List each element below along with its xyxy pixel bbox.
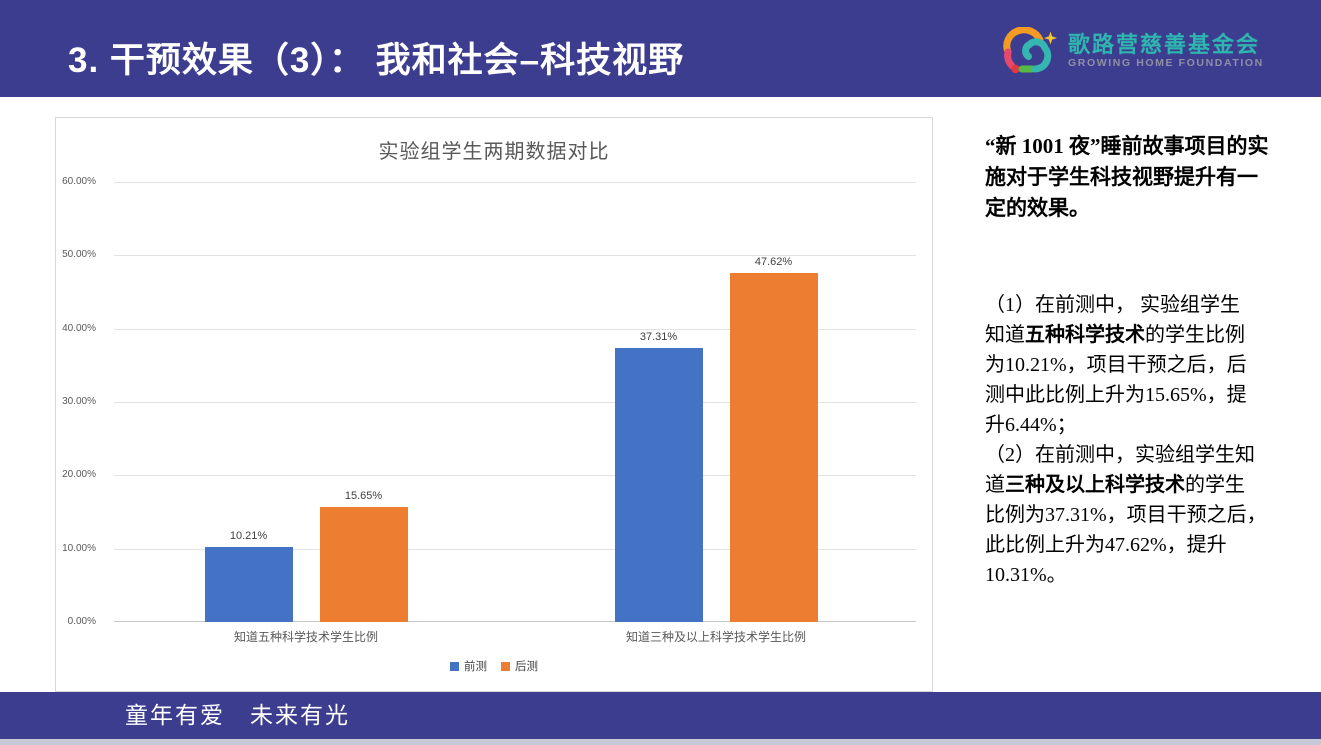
logo-name-en: GROWING HOME FOUNDATION <box>1068 56 1264 69</box>
chart-bar-前测-0 <box>204 547 293 622</box>
y-tick-label: 50.00% <box>62 249 96 261</box>
point-2-suffix: 的学生 比例为37.31%，项目干预之后， 此比例上升为47.62%，提升 10… <box>985 474 1267 586</box>
legend-item-前测: 前测 <box>450 658 487 674</box>
gridline <box>114 475 916 477</box>
legend-item-后测: 后测 <box>501 658 538 674</box>
chart-title: 实验组学生两期数据对比 <box>378 141 610 163</box>
legend-label: 前测 <box>464 661 487 673</box>
logo-name-cn: 歌路营慈善基金会 <box>1068 31 1261 57</box>
chart-bar-前测-1 <box>614 348 703 622</box>
category-label: 知道三种及以上科学技术学生比例 <box>625 630 806 644</box>
bottom-strip <box>0 739 1321 745</box>
chart-legend: 前测 后测 <box>56 658 932 674</box>
chart-plot-area: 10.21% 37.31% 15.65% 47.62% <box>114 182 916 622</box>
header-bar: 3. 干预效果（3）： 我和社会–科技视野 歌路营慈善基金会 GROWING H… <box>0 0 1321 97</box>
cloud-logo-icon <box>1003 27 1057 74</box>
point-1-bold: 五种科学技术 <box>1025 324 1145 346</box>
legend-swatch <box>501 661 510 671</box>
y-tick-label: 60.00% <box>62 176 96 187</box>
legend-swatch <box>450 661 459 671</box>
point-2-prefix: （2）在前测中，实验组学生知 道 <box>985 444 1255 496</box>
y-tick-label: 0.00% <box>67 616 96 627</box>
bar-value-label: 15.65% <box>344 490 383 503</box>
gridline <box>114 548 916 550</box>
gridline <box>114 402 916 403</box>
bar-value-label: 37.31% <box>639 331 678 344</box>
foundation-logo: 歌路营慈善基金会 GROWING HOME FOUNDATION <box>1001 27 1264 75</box>
legend-label: 后测 <box>515 661 538 673</box>
point-2-paragraph: （2）在前测中，实验组学生知 道三种及以上科学技术的学生 比例为37.31%，项… <box>985 440 1318 590</box>
summary-paragraph: “新 1001 夜”睡前故事项目的实 施对于学生科技视野提升有一 定的效果。 <box>985 134 1269 220</box>
chart-panel: 实验组学生两期数据对比 10.21% 37.31% 15.65% 47.62% 0.0… <box>55 117 933 692</box>
point-1-suffix: 的学生比例 为10.21%，项目干预之后，后 测中此比例上升为15.65%，提 … <box>985 324 1247 436</box>
footer-slogan: 童年有爱 未来有光 <box>125 702 350 728</box>
bar-value-label: 10.21% <box>229 530 268 543</box>
point-1-prefix: （1）在前测中， 实验组学生 知道 <box>985 294 1240 346</box>
notes-panel: “新 1001 夜”睡前故事项目的实 施对于学生科技视野提升有一 定的效果。 （… <box>985 0 1318 745</box>
gridline <box>114 255 916 257</box>
gridline <box>114 182 916 183</box>
y-tick-label: 30.00% <box>62 396 96 407</box>
x-axis-line <box>114 621 916 622</box>
page-title: 3. 干预效果（3）： 我和社会–科技视野 <box>68 41 685 80</box>
point-1-paragraph: （1）在前测中， 实验组学生 知道五种科学技术的学生比例 为10.21%，项目干… <box>985 290 1318 440</box>
star-icon <box>1044 31 1057 45</box>
gridline <box>114 328 916 330</box>
footer-bar: 童年有爱 未来有光 <box>0 692 1321 739</box>
category-label: 知道五种科学技术学生比例 <box>233 630 378 644</box>
logo-text: 歌路营慈善基金会 GROWING HOME FOUNDATION <box>1068 31 1264 70</box>
chart-bar-后测-1 <box>729 272 818 622</box>
y-tick-label: 40.00% <box>62 322 96 334</box>
bar-value-label: 47.62% <box>754 255 793 268</box>
y-tick-label: 20.00% <box>62 469 96 481</box>
point-2-bold: 三种及以上科学技术 <box>1005 474 1185 496</box>
y-tick-label: 10.00% <box>62 542 96 554</box>
chart-bar-后测-0 <box>319 507 408 622</box>
